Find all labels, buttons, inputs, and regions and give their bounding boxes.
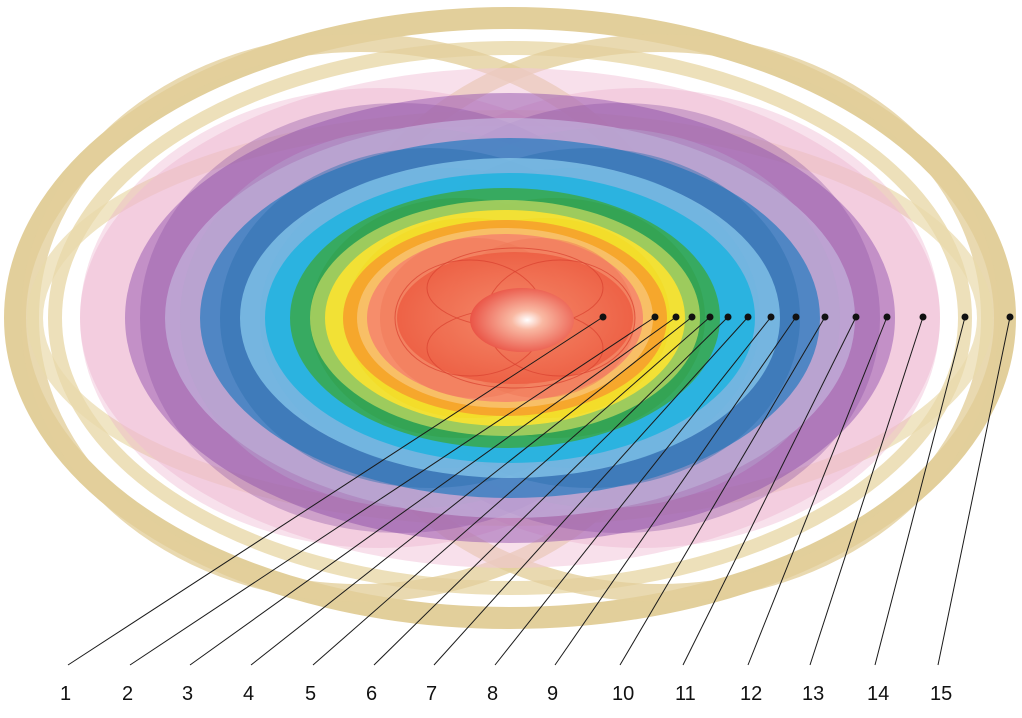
- callout-line-8: [494, 316, 772, 666]
- callout-label-9: 9: [547, 683, 558, 705]
- callout-label-5: 5: [305, 683, 316, 705]
- callout-line-9: [554, 316, 797, 666]
- callout-line-14: [874, 316, 966, 666]
- callout-line-12: [747, 316, 888, 666]
- callout-line-5: [312, 316, 711, 666]
- callout-dot-5: [706, 313, 714, 321]
- callout-dot-1: [599, 313, 607, 321]
- shell-layers: [4, 7, 1016, 629]
- callout-label-6: 6: [366, 683, 377, 705]
- callout-group: 1 2 3 4 5 6 7 8 9 10 11 12 13 14 15: [60, 313, 1014, 705]
- callout-dot-6: [724, 313, 732, 321]
- callout-label-4: 4: [243, 683, 254, 705]
- callout-dot-8: [767, 313, 775, 321]
- callout-line-11: [682, 316, 857, 666]
- callout-dot-2: [651, 313, 659, 321]
- callout-dot-9: [792, 313, 800, 321]
- callout-line-15: [937, 316, 1011, 666]
- callout-label-3: 3: [182, 683, 193, 705]
- callout-label-2: 2: [122, 683, 133, 705]
- callout-label-7: 7: [426, 683, 437, 705]
- callout-dot-3: [672, 313, 680, 321]
- callout-label-12: 12: [740, 683, 762, 705]
- callout-line-7: [433, 316, 749, 666]
- callout-line-10: [619, 316, 826, 666]
- callout-label-13: 13: [802, 683, 824, 705]
- callout-dot-13: [919, 313, 927, 321]
- callout-label-11: 11: [675, 683, 696, 705]
- callout-label-14: 14: [867, 683, 889, 705]
- callout-line-6: [373, 316, 729, 666]
- callout-dot-4: [688, 313, 696, 321]
- callout-dot-12: [883, 313, 891, 321]
- callout-dot-7: [744, 313, 752, 321]
- callout-line-13: [809, 316, 924, 666]
- shell-1-core: [470, 288, 574, 352]
- callout-dot-15: [1006, 313, 1014, 321]
- callout-line-2: [129, 316, 656, 666]
- callout-line-3: [189, 316, 677, 666]
- callout-dot-10: [821, 313, 829, 321]
- callout-dot-11: [852, 313, 860, 321]
- callout-label-1: 1: [60, 683, 71, 705]
- callout-label-15: 15: [930, 683, 952, 705]
- callout-line-1: [67, 316, 604, 666]
- callout-dot-14: [961, 313, 969, 321]
- callout-line-4: [250, 316, 693, 666]
- callout-label-10: 10: [612, 683, 634, 705]
- callout-label-8: 8: [487, 683, 498, 705]
